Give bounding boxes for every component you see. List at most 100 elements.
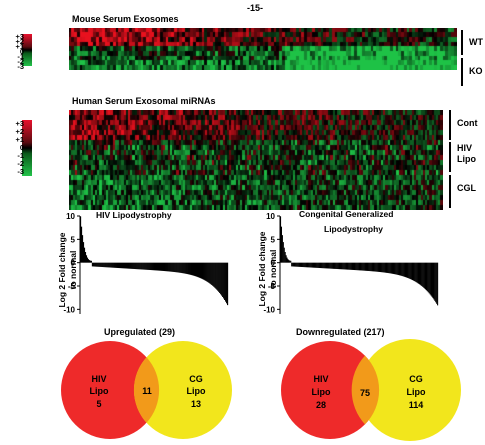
cgl-waterfall-title-line2: Lipodystrophy xyxy=(324,224,384,234)
cont-group-label: Cont xyxy=(457,118,478,128)
waterfall-bar xyxy=(437,262,439,306)
waterfall-bar xyxy=(198,262,200,278)
waterfall-bar xyxy=(90,260,92,263)
y-tick-label: -5 xyxy=(268,282,276,291)
waterfall-bar xyxy=(400,262,402,276)
waterfall-bar xyxy=(391,262,393,274)
mouse-color-scale xyxy=(22,34,32,66)
waterfall-bar xyxy=(365,262,367,271)
waterfall-bar xyxy=(81,235,84,263)
waterfall-bar xyxy=(154,262,157,271)
waterfall-bar xyxy=(373,262,375,272)
y-tick-label: -10 xyxy=(263,305,275,314)
waterfall-bar xyxy=(360,262,362,271)
waterfall-bar xyxy=(147,262,149,270)
waterfall-bar xyxy=(381,262,383,273)
y-tick-label: 5 xyxy=(71,235,76,244)
waterfall-bar xyxy=(313,262,315,268)
waterfall-bar xyxy=(225,262,227,302)
waterfall-bar xyxy=(161,262,164,271)
waterfall-bar xyxy=(135,262,137,270)
scale-label: +2 xyxy=(15,37,24,46)
waterfall-bar xyxy=(362,262,364,271)
waterfall-bar xyxy=(148,262,150,270)
cgl-group-label: CGL xyxy=(457,183,476,193)
waterfall-bar xyxy=(280,226,283,263)
waterfall-bar xyxy=(382,262,384,273)
mouse-heatmap xyxy=(69,28,457,70)
waterfall-bar xyxy=(388,262,390,274)
y-tick-label: 0 xyxy=(271,259,276,268)
human-color-scale xyxy=(22,120,32,176)
waterfall-bar xyxy=(157,262,160,271)
upregulated-venn: HIV Lipo 5 11 CG Lipo 13 xyxy=(61,341,232,439)
waterfall-bar xyxy=(359,262,361,271)
waterfall-bar xyxy=(340,262,342,270)
page-number: -15- xyxy=(247,3,264,13)
y-tick-label: 10 xyxy=(266,212,275,221)
waterfall-bar xyxy=(97,262,99,267)
waterfall-bar xyxy=(350,262,352,270)
waterfall-bar xyxy=(420,262,422,286)
waterfall-bar xyxy=(402,262,404,277)
venn-overlap-value: 75 xyxy=(360,388,370,398)
hiv-waterfall-title: HIV Lipodystrophy xyxy=(96,210,172,220)
waterfall-bar xyxy=(284,252,286,263)
waterfall-bar xyxy=(371,262,373,272)
waterfall-bar xyxy=(82,242,85,263)
waterfall-bar xyxy=(83,247,86,263)
waterfall-bar xyxy=(404,262,406,277)
waterfall-bar xyxy=(94,262,96,267)
waterfall-bar xyxy=(341,262,343,270)
waterfall-bar xyxy=(200,262,202,279)
waterfall-bar xyxy=(345,262,348,270)
waterfall-bar xyxy=(194,262,196,277)
waterfall-bar xyxy=(114,262,116,268)
waterfall-bar xyxy=(415,262,417,283)
downregulated-venn: HIV Lipo 28 75 CG Lipo 114 xyxy=(281,339,461,441)
scale-label: 0 xyxy=(19,143,24,152)
scale-label: +3 xyxy=(15,119,24,128)
venn-left-value: 28 xyxy=(316,400,326,410)
scale-label: -3 xyxy=(17,62,24,71)
waterfall-bar xyxy=(109,262,111,268)
waterfall-bar xyxy=(288,260,290,263)
waterfall-bar xyxy=(298,262,300,267)
waterfall-bar xyxy=(354,262,356,271)
waterfall-bar xyxy=(91,262,93,267)
waterfall-bar xyxy=(108,262,110,268)
waterfall-bar xyxy=(322,262,324,269)
y-tick-label: 10 xyxy=(66,212,75,221)
waterfall-bar xyxy=(119,262,121,269)
waterfall-bar xyxy=(431,262,433,297)
waterfall-bar xyxy=(423,262,425,288)
waterfall-bar xyxy=(368,262,370,271)
waterfall-bar xyxy=(117,262,119,268)
waterfall-bar xyxy=(112,262,114,268)
waterfall-bar xyxy=(174,262,176,273)
waterfall-bar xyxy=(332,262,334,269)
waterfall-bar xyxy=(128,262,130,269)
venn-left-circle xyxy=(281,341,379,439)
venn-left-label-1: HIV xyxy=(313,374,328,384)
hiv-lipo-group-bracket xyxy=(449,142,451,172)
waterfall-bar xyxy=(339,262,341,270)
waterfall-bar xyxy=(406,262,408,278)
waterfall-bar xyxy=(115,262,117,268)
waterfall-bar xyxy=(133,262,135,269)
waterfall-bar xyxy=(217,262,219,291)
waterfall-bar xyxy=(126,262,128,269)
waterfall-bar xyxy=(432,262,434,299)
waterfall-bar xyxy=(333,262,335,269)
waterfall-bar xyxy=(302,262,304,268)
waterfall-bar xyxy=(155,262,158,271)
hiv-lipo-label-line: Lipo xyxy=(457,154,476,164)
cgl-group-bracket xyxy=(449,175,451,208)
waterfall-bar xyxy=(143,262,145,270)
waterfall-bar xyxy=(331,262,333,269)
waterfall-bar xyxy=(356,262,358,271)
waterfall-bar xyxy=(397,262,399,275)
mouse-heatmap-title: Mouse Serum Exosomes xyxy=(72,14,179,24)
waterfall-bar xyxy=(285,255,287,263)
waterfall-bar xyxy=(139,262,141,270)
